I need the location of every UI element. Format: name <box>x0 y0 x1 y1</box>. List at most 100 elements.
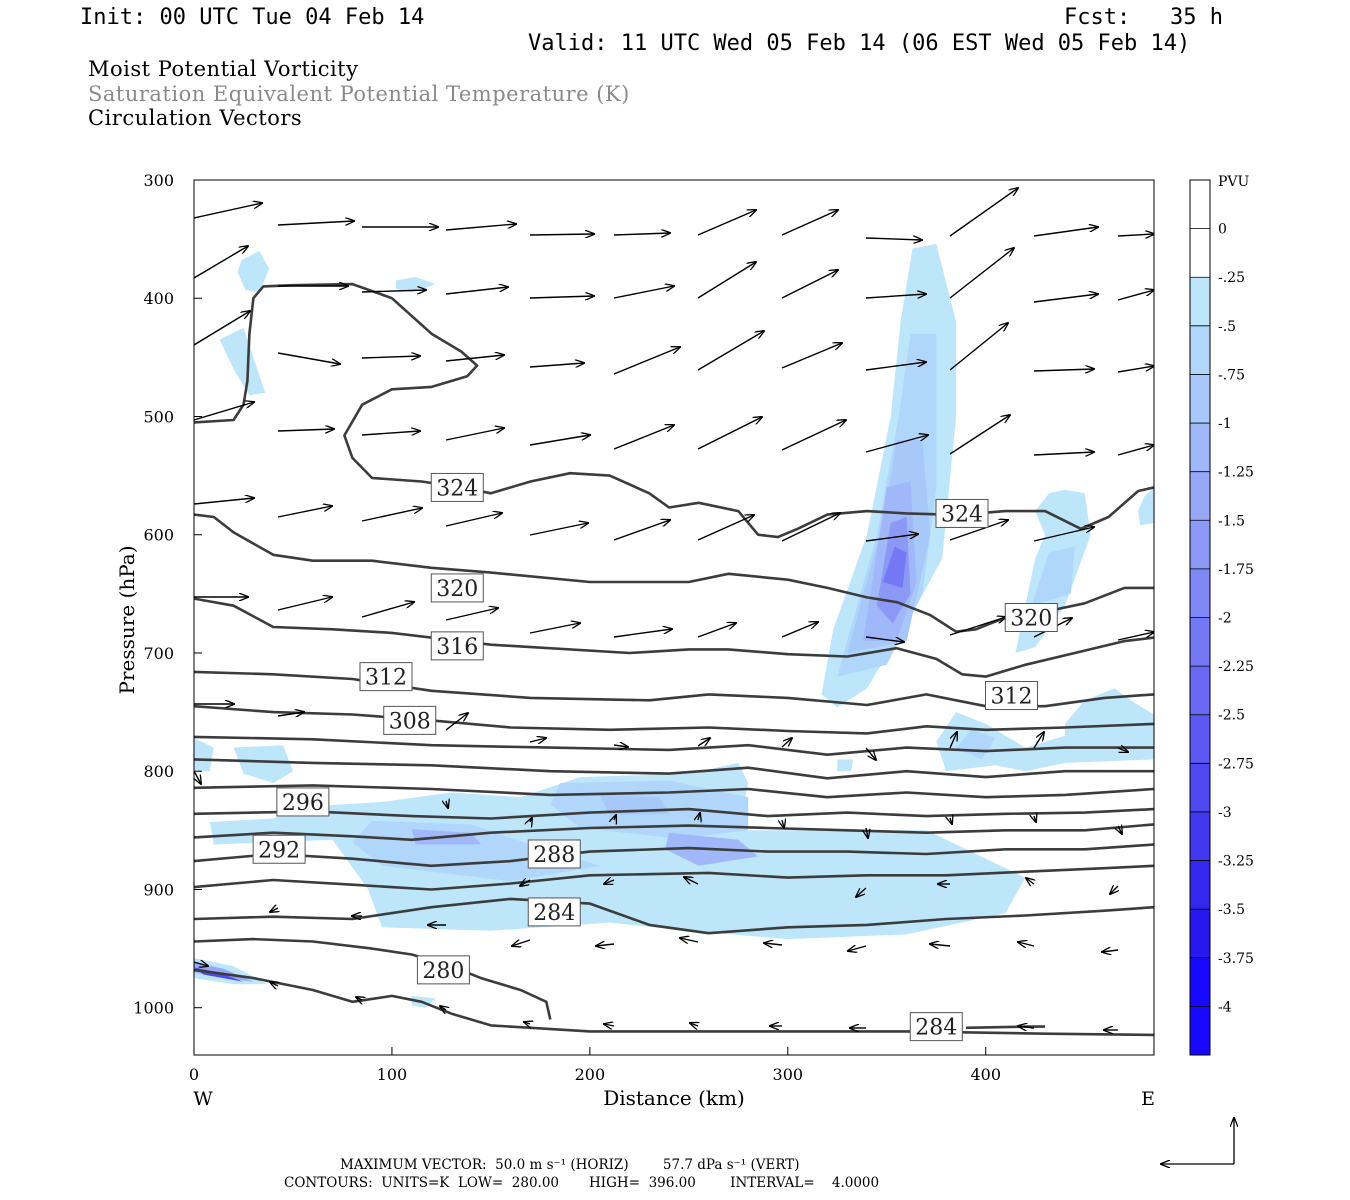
circulation-vector <box>529 296 594 298</box>
colorbar-swatch <box>1190 374 1210 424</box>
contour-label-box <box>430 631 484 661</box>
contour-label-box <box>527 897 581 927</box>
circulation-vector <box>1033 732 1044 749</box>
colorbar-swatch <box>1190 666 1210 716</box>
circulation-vector <box>277 352 340 364</box>
theta-contour <box>194 784 1154 799</box>
colorbar-label: -3.25 <box>1218 854 1254 870</box>
mpv-region <box>237 250 270 293</box>
contour-label-box <box>252 834 306 864</box>
mpv-region <box>395 277 436 293</box>
circulation-vector <box>270 982 278 986</box>
forecast-hour: Fcst: 35 h <box>1064 5 1223 30</box>
contour-label: 308 <box>389 709 431 734</box>
circulation-vector <box>930 944 951 946</box>
circulation-vector <box>865 534 918 542</box>
circulation-vector <box>1117 366 1154 373</box>
circulation-vector <box>1117 290 1154 301</box>
circulation-vector <box>613 286 674 299</box>
colorbar-swatch <box>1190 1006 1210 1055</box>
colorbar-swatch <box>1190 520 1210 570</box>
circulation-vector <box>856 887 867 897</box>
theta-contour <box>194 704 1154 735</box>
circulation-vector <box>949 617 1006 636</box>
contour-label-box <box>1004 603 1058 632</box>
theta-contour <box>194 735 1154 757</box>
contour-labels: 324 324 320 320 316 312 312 308 296 292 288 284 280 2… <box>252 472 1058 1042</box>
contour-label: 320 <box>1010 607 1052 632</box>
circulation-vector <box>1026 878 1034 884</box>
theta-contour <box>194 897 1154 935</box>
circulation-vector <box>1033 369 1094 371</box>
contour-label-box <box>383 705 437 735</box>
circulation-vector <box>361 431 420 436</box>
circulation-vector <box>361 602 414 618</box>
circulation-vector <box>697 515 754 541</box>
colorbar-swatch <box>1190 957 1210 1007</box>
circulation-vector <box>1117 234 1154 236</box>
circulation-vector <box>445 224 516 231</box>
title-mpv: Moist Potential Vorticity <box>88 57 359 81</box>
mpv-region <box>194 738 214 772</box>
circulation-vector <box>1033 452 1094 455</box>
circulation-vector <box>445 287 508 295</box>
circulation-vector <box>1018 1026 1035 1028</box>
circulation-vector <box>277 597 332 611</box>
y-tick-label: 900 <box>143 880 174 899</box>
mpv-region <box>1031 546 1075 606</box>
circulation-vector <box>529 738 546 742</box>
colorbar-label: -2.5 <box>1218 708 1245 724</box>
colorbar-swatch <box>1190 277 1210 327</box>
circulation-vector <box>512 939 531 946</box>
circulation-vector <box>277 712 304 716</box>
circulation-vector <box>949 248 1014 299</box>
circulation-vector <box>697 262 756 299</box>
colorbar-label: -4 <box>1218 999 1232 1015</box>
circulation-vector <box>361 356 420 358</box>
circulation-vector <box>697 331 764 371</box>
colorbar-label: -2.75 <box>1218 756 1254 772</box>
circulation-vector <box>613 745 628 747</box>
contour-label-box <box>909 1012 963 1042</box>
contour-label: 288 <box>533 843 575 868</box>
circulation-vector <box>781 622 818 638</box>
x-tick-label: 300 <box>773 1065 804 1084</box>
circulation-vector <box>949 732 957 749</box>
contour-label: 312 <box>990 685 1032 710</box>
circulation-vector <box>445 428 504 441</box>
y-tick-label: 600 <box>143 526 174 545</box>
circulation-vector <box>613 425 674 450</box>
circulation-vector <box>529 623 580 634</box>
colorbar-label: -2.25 <box>1218 659 1254 675</box>
circulation-vector <box>356 997 362 1000</box>
contour-label-box <box>430 573 484 603</box>
circulation-vector <box>613 520 670 541</box>
circulation-vector <box>865 362 926 371</box>
colorbar-swatch <box>1190 811 1210 862</box>
circulation-vector <box>781 513 840 542</box>
circulation-vector <box>277 506 332 518</box>
colorbar-label: -1.5 <box>1218 513 1245 529</box>
plot-frame <box>193 179 1155 1056</box>
circulation-vector <box>697 417 762 450</box>
theta-contour <box>194 823 1154 842</box>
circulation-vector <box>865 294 926 299</box>
contour-label: 312 <box>365 666 407 691</box>
theta-contour <box>194 282 1154 539</box>
colorbar-swatch <box>1190 471 1210 521</box>
circulation-vector <box>361 508 422 522</box>
contour-label-box <box>430 472 484 502</box>
circulation-vector <box>865 747 876 760</box>
circulation-vector <box>604 880 615 884</box>
colorbar-swatch <box>1190 763 1210 813</box>
contour-label: 296 <box>282 791 324 816</box>
circulation-vector <box>604 1024 615 1026</box>
circulation-vector <box>194 770 201 784</box>
circulation-vector <box>865 636 904 642</box>
circulation-vector <box>529 363 584 368</box>
contour-label: 292 <box>258 838 300 863</box>
y-tick-label: 300 <box>143 171 174 190</box>
circulation-vector <box>684 877 699 885</box>
circulation-vector <box>614 815 616 820</box>
